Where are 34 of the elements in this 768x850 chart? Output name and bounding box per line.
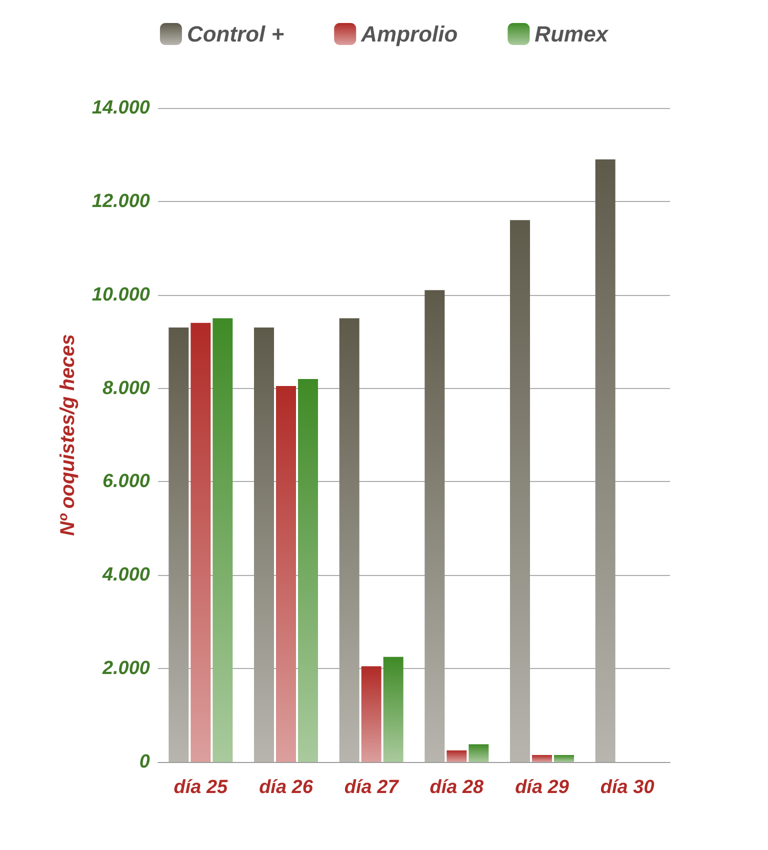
x-tick-label: día 26 <box>259 777 314 798</box>
bar <box>254 328 274 762</box>
x-tick-label: día 29 <box>515 777 570 798</box>
bar <box>595 159 616 762</box>
y-tick-label: 12.000 <box>92 190 150 212</box>
y-tick-label: 2.000 <box>101 658 150 680</box>
bar <box>276 386 296 762</box>
legend-label: Amprolio <box>360 22 458 46</box>
y-tick-label: 4.000 <box>101 564 150 586</box>
y-tick-label: 10.000 <box>92 284 150 306</box>
y-tick-label: 8.000 <box>102 378 150 399</box>
bar <box>446 750 467 762</box>
bar <box>510 220 530 762</box>
y-tick-label: 14.000 <box>92 98 150 118</box>
bar <box>383 656 404 762</box>
bar <box>212 318 233 762</box>
bar <box>168 328 189 762</box>
y-tick-label: 0 <box>139 752 150 772</box>
x-tick-label: día 30 <box>600 777 655 798</box>
legend-label: Rumex <box>534 22 609 46</box>
legend-label: Control + <box>186 22 284 46</box>
bar <box>554 754 574 762</box>
bar <box>424 290 445 762</box>
bar <box>190 322 211 762</box>
bar <box>339 318 360 762</box>
bar <box>468 744 489 762</box>
x-tick-label: día 25 <box>174 777 228 798</box>
x-tick-label: día 28 <box>430 777 484 798</box>
x-tick-label: día 27 <box>344 777 400 798</box>
y-axis-title: Nº ooquistes/g heces <box>57 334 79 536</box>
bar <box>532 754 552 762</box>
bar <box>298 378 318 762</box>
bar <box>361 666 382 762</box>
y-tick-label: 6.000 <box>102 471 150 492</box>
